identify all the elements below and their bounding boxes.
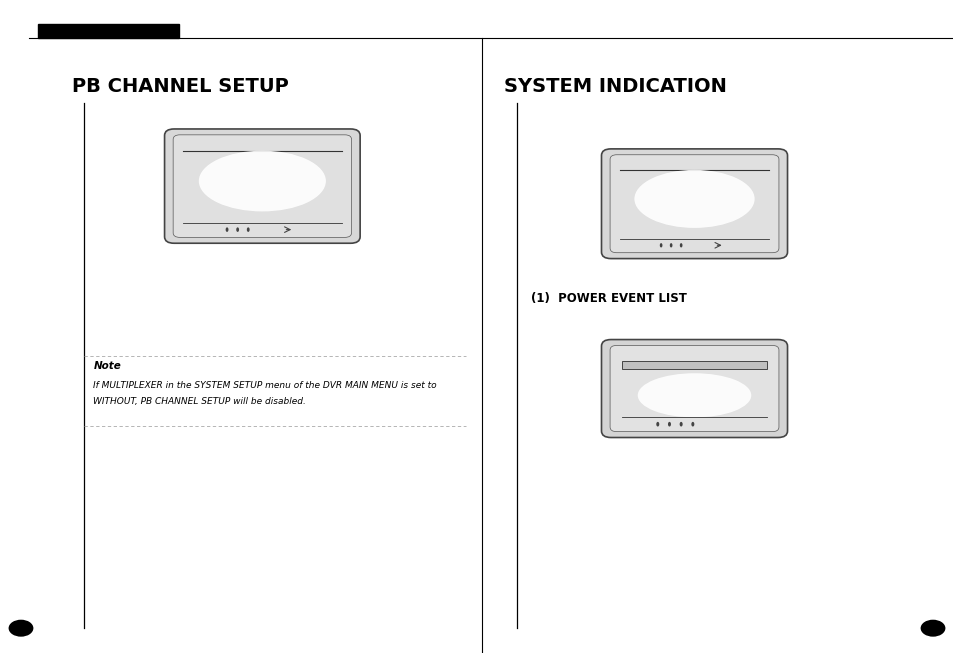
Ellipse shape [669, 243, 672, 247]
Ellipse shape [247, 227, 250, 232]
FancyBboxPatch shape [600, 340, 786, 438]
Ellipse shape [656, 422, 659, 426]
FancyBboxPatch shape [609, 155, 778, 253]
Ellipse shape [236, 227, 239, 232]
Ellipse shape [691, 422, 694, 426]
Ellipse shape [198, 151, 326, 212]
Text: (1)  POWER EVENT LIST: (1) POWER EVENT LIST [531, 292, 686, 305]
Text: If MULTIPLEXER in the SYSTEM SETUP menu of the DVR MAIN MENU is set to: If MULTIPLEXER in the SYSTEM SETUP menu … [93, 381, 436, 390]
Ellipse shape [634, 170, 754, 228]
Ellipse shape [637, 374, 751, 417]
Text: PB CHANNEL SETUP: PB CHANNEL SETUP [71, 76, 288, 96]
FancyBboxPatch shape [173, 135, 351, 238]
Text: WITHOUT, PB CHANNEL SETUP will be disabled.: WITHOUT, PB CHANNEL SETUP will be disabl… [93, 397, 306, 406]
Text: Note: Note [93, 360, 121, 371]
Text: SYSTEM INDICATION: SYSTEM INDICATION [503, 76, 726, 96]
Ellipse shape [667, 422, 670, 426]
Circle shape [9, 620, 33, 637]
Bar [38, 24, 179, 38]
FancyBboxPatch shape [165, 129, 359, 243]
Ellipse shape [679, 243, 681, 247]
FancyBboxPatch shape [609, 345, 778, 432]
Ellipse shape [659, 243, 661, 247]
Bar [621, 360, 765, 369]
FancyBboxPatch shape [600, 149, 786, 259]
Circle shape [920, 620, 944, 637]
Ellipse shape [226, 227, 228, 232]
Ellipse shape [679, 422, 682, 426]
